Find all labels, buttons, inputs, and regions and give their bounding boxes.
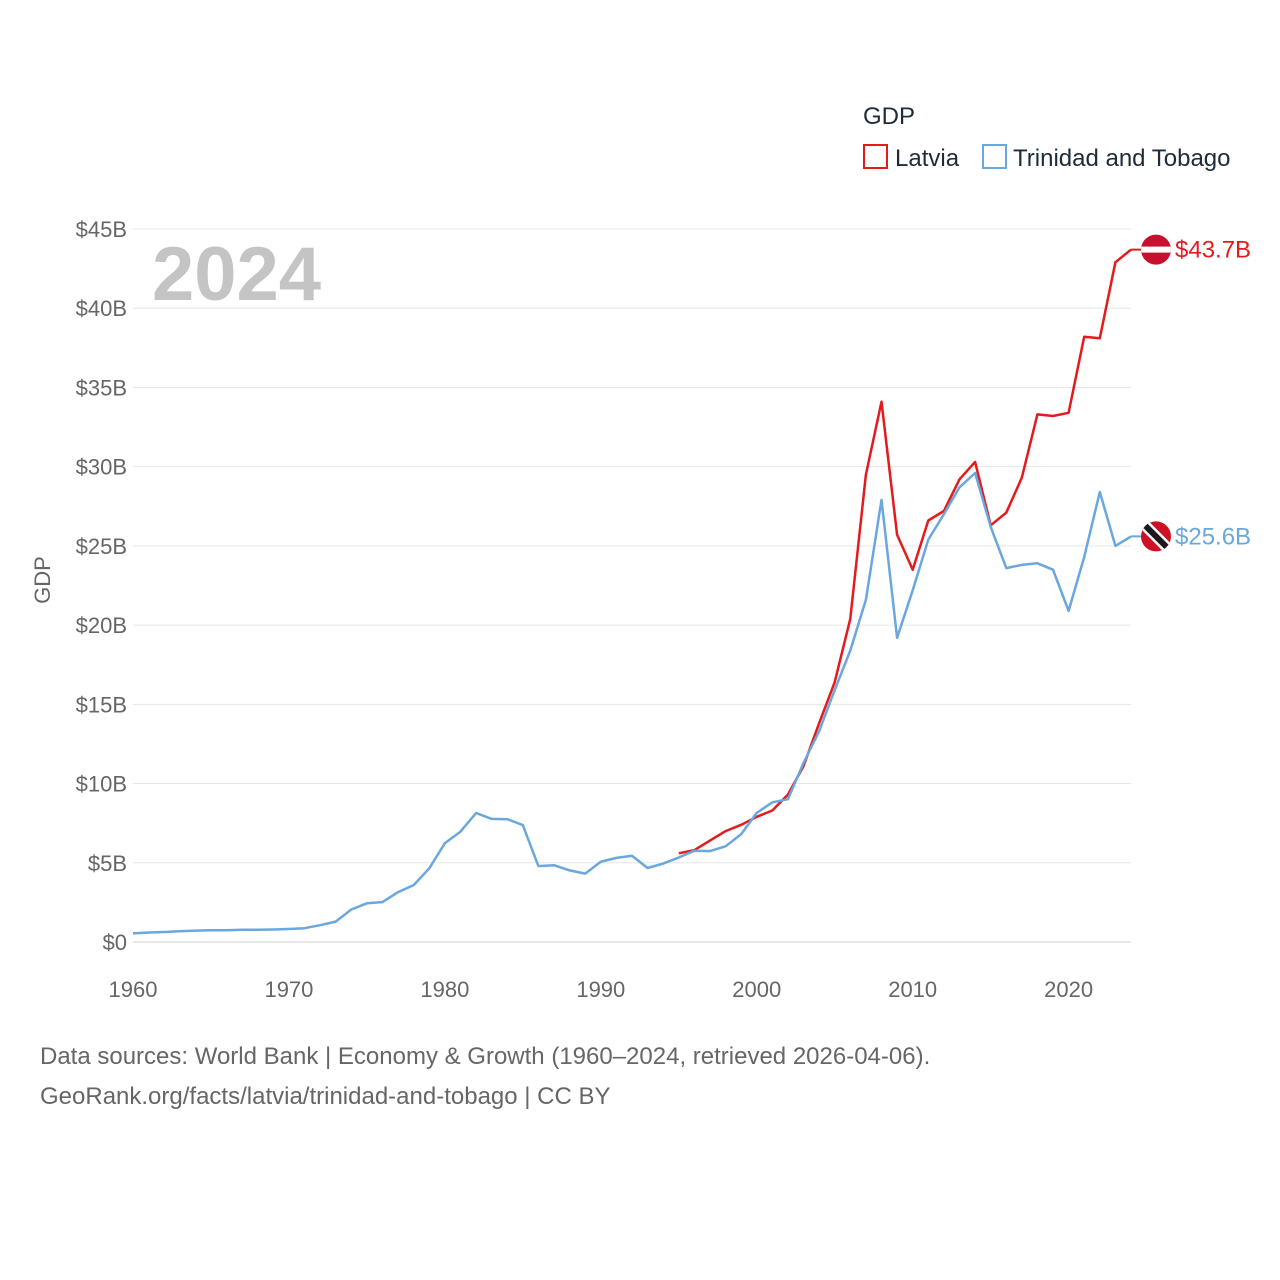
legend-swatch-trinidad-and-tobago[interactable] (982, 144, 1007, 169)
y-tick-label: $40B (76, 296, 127, 321)
y-axis-label: GDP (30, 556, 55, 604)
footer-url[interactable]: GeoRank.org/facts/latvia/trinidad-and-to… (40, 1083, 611, 1110)
y-tick-label: $35B (76, 375, 127, 400)
y-tick-label: $10B (76, 772, 127, 797)
legend-title: GDP (863, 103, 915, 130)
year-watermark: 2024 (152, 232, 321, 317)
y-tick-label: $25B (76, 534, 127, 559)
legend[interactable]: GDP Latvia Trinidad and Tobago (863, 103, 1231, 172)
y-tick-label: $20B (76, 613, 127, 638)
trinidad-and-tobago-flag-icon (1141, 521, 1171, 552)
trinidad-and-tobago-end-value-label: $25.6B (1175, 523, 1251, 550)
y-tick-label: $45B (76, 217, 127, 242)
x-tick-labels: 1960 1970 1980 1990 2000 2010 2020 (109, 977, 1094, 1002)
series-line-latvia[interactable] (678, 248, 1132, 855)
y-tick-label: $15B (76, 692, 127, 717)
grid-layer (133, 228, 1131, 943)
x-tick-label: 2010 (888, 977, 937, 1002)
y-tick-label: $5B (88, 851, 127, 876)
x-tick-label: 2000 (732, 977, 781, 1002)
legend-label-latvia[interactable]: Latvia (895, 145, 960, 172)
footer-sources: Data sources: World Bank | Economy & Gro… (40, 1043, 931, 1070)
x-tick-label: 1990 (576, 977, 625, 1002)
legend-label-trinidad-and-tobago[interactable]: Trinidad and Tobago (1013, 145, 1231, 172)
latvia-flag-icon (1141, 234, 1171, 265)
series-line-trinidad-and-tobago[interactable] (132, 471, 1132, 935)
latvia-end-value-label: $43.7B (1175, 237, 1251, 264)
y-tick-label: $30B (76, 455, 127, 480)
series-layer (132, 248, 1156, 935)
x-tick-label: 1980 (420, 977, 469, 1002)
x-tick-label: 2020 (1044, 977, 1093, 1002)
legend-swatch-latvia[interactable] (863, 144, 888, 169)
y-tick-label: $0 (103, 930, 127, 955)
x-tick-label: 1970 (264, 977, 313, 1002)
x-tick-label: 1960 (109, 977, 158, 1002)
y-tick-labels: $0 $5B $10B $15B $20B $25B $30B $35B $40B $45B (76, 217, 127, 955)
